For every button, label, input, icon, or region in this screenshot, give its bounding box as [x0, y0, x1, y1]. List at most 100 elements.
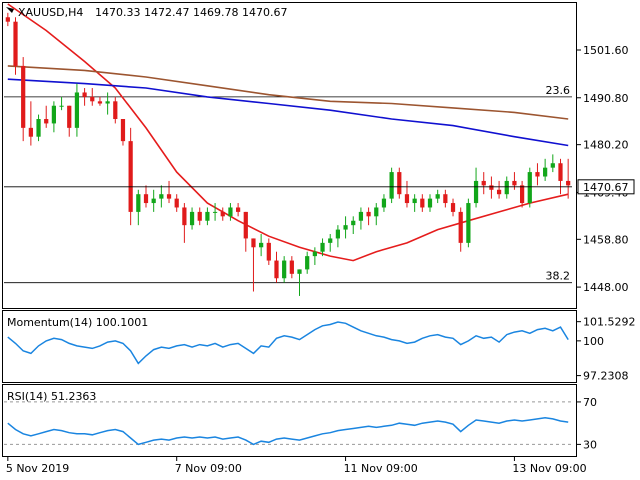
moving-average-ma_mid — [7, 78, 569, 147]
candle-body — [358, 211, 364, 221]
momentum-series — [7, 321, 569, 365]
price-tick-label: 1480.20 — [583, 139, 629, 152]
candle-body — [312, 251, 317, 257]
time-axis: 5 Nov 2019 7 Nov 09:00 11 Nov 09:00 13 Nov … — [6, 457, 587, 475]
price-axis: 1501.601490.801480.201469.401458.801448.… — [577, 44, 635, 294]
current-price-label: 1470.67 — [583, 181, 629, 194]
candle-body — [404, 194, 410, 204]
price-panel-frame — [2, 2, 577, 309]
candle-body — [105, 101, 110, 104]
candle-body — [128, 141, 133, 212]
candle-body — [543, 167, 548, 177]
candle-body — [566, 180, 571, 186]
rsi-line — [7, 417, 569, 446]
momentum-tick-label: 100 — [583, 335, 604, 348]
candle-body — [443, 194, 448, 204]
rsi-axis: 70 30 — [577, 396, 597, 451]
momentum-panel-frame — [2, 310, 577, 383]
candle-body — [13, 21, 18, 66]
candle-body — [343, 225, 348, 230]
fib-level-label: 38.2 — [546, 270, 571, 283]
ohlc-values: 1470.33 1472.47 1469.78 1470.67 — [95, 6, 287, 19]
candle-body — [289, 260, 294, 274]
candle-body — [381, 198, 387, 208]
candle-body — [59, 105, 64, 107]
candle-body — [82, 92, 87, 97]
momentum-tick-label: 97.2308 — [583, 370, 629, 383]
candle-body — [374, 207, 379, 217]
candle-body — [220, 211, 225, 217]
candle-body — [282, 260, 287, 279]
candle-body — [558, 163, 563, 181]
candle-body — [197, 211, 202, 221]
candle-body — [305, 256, 310, 270]
time-tick-label: 7 Nov 09:00 — [175, 462, 242, 475]
candle-body — [266, 242, 271, 261]
candle-body — [243, 211, 248, 239]
candle-body — [435, 194, 440, 199]
moving-average-ma_fast — [7, 3, 569, 262]
time-tick-label: 11 Nov 09:00 — [344, 462, 418, 475]
candles — [5, 12, 571, 296]
time-tick-label: 13 Nov 09:00 — [512, 462, 586, 475]
momentum-axis: 101.5292 100 97.2308 — [577, 316, 636, 383]
candle-body — [389, 172, 394, 199]
candle-body — [120, 119, 126, 142]
candle-body — [519, 185, 525, 204]
candle-body — [67, 105, 72, 128]
candle-body — [205, 211, 210, 221]
candle-body — [113, 101, 118, 120]
time-tick-label: 5 Nov 2019 — [6, 462, 69, 475]
rsi-series — [7, 417, 569, 446]
candle-body — [420, 198, 425, 208]
momentum-tick-label: 101.5292 — [583, 316, 636, 329]
moving-average-ma_slow — [7, 65, 569, 120]
candle-body — [466, 203, 471, 243]
candle-body — [328, 238, 333, 243]
price-tick-label: 1490.80 — [583, 92, 629, 105]
candle-body — [166, 194, 172, 199]
momentum-label: Momentum(14) 100.1001 — [7, 316, 148, 329]
candle-body — [51, 105, 57, 124]
candle-body — [512, 180, 517, 186]
price-tick-label: 1501.60 — [583, 44, 629, 57]
candle-body — [90, 96, 95, 102]
candle-body — [5, 17, 10, 22]
candle-body — [335, 229, 341, 239]
candle-body — [97, 101, 103, 104]
candle-body — [351, 220, 356, 226]
candle-body — [228, 207, 233, 217]
fib-level-label: 23.6 — [546, 84, 571, 97]
rsi-panel-frame — [2, 384, 577, 457]
candle-body — [136, 194, 141, 212]
candle-body — [550, 163, 555, 168]
rsi-tick-label: 70 — [583, 396, 597, 409]
candle-body — [21, 65, 26, 128]
candle-body — [450, 203, 456, 212]
candle-body — [397, 172, 402, 195]
candle-body — [481, 180, 486, 186]
candle-body — [504, 180, 509, 195]
candle-body — [297, 269, 302, 274]
candle-body — [274, 260, 279, 279]
candle-body — [527, 172, 532, 204]
candle-body — [151, 198, 156, 204]
price-tick-label: 1448.00 — [583, 281, 629, 294]
candle-body — [259, 242, 264, 248]
candle-body — [174, 198, 179, 208]
candle-body — [251, 238, 256, 248]
candle-body — [143, 194, 149, 204]
candle-body — [320, 242, 325, 252]
moving-averages — [7, 3, 569, 262]
candle-body — [496, 189, 502, 195]
candle-body — [74, 92, 80, 128]
symbol-label: XAUUSD,H4 — [18, 6, 83, 19]
fibonacci-levels: 23.6 38.2 — [4, 84, 572, 284]
candle-body — [458, 211, 463, 243]
price-tick-label: 1458.80 — [583, 233, 629, 246]
candle-body — [159, 194, 164, 199]
candle-body — [412, 198, 417, 204]
triangle-icon — [6, 7, 14, 13]
candle-body — [366, 211, 371, 217]
